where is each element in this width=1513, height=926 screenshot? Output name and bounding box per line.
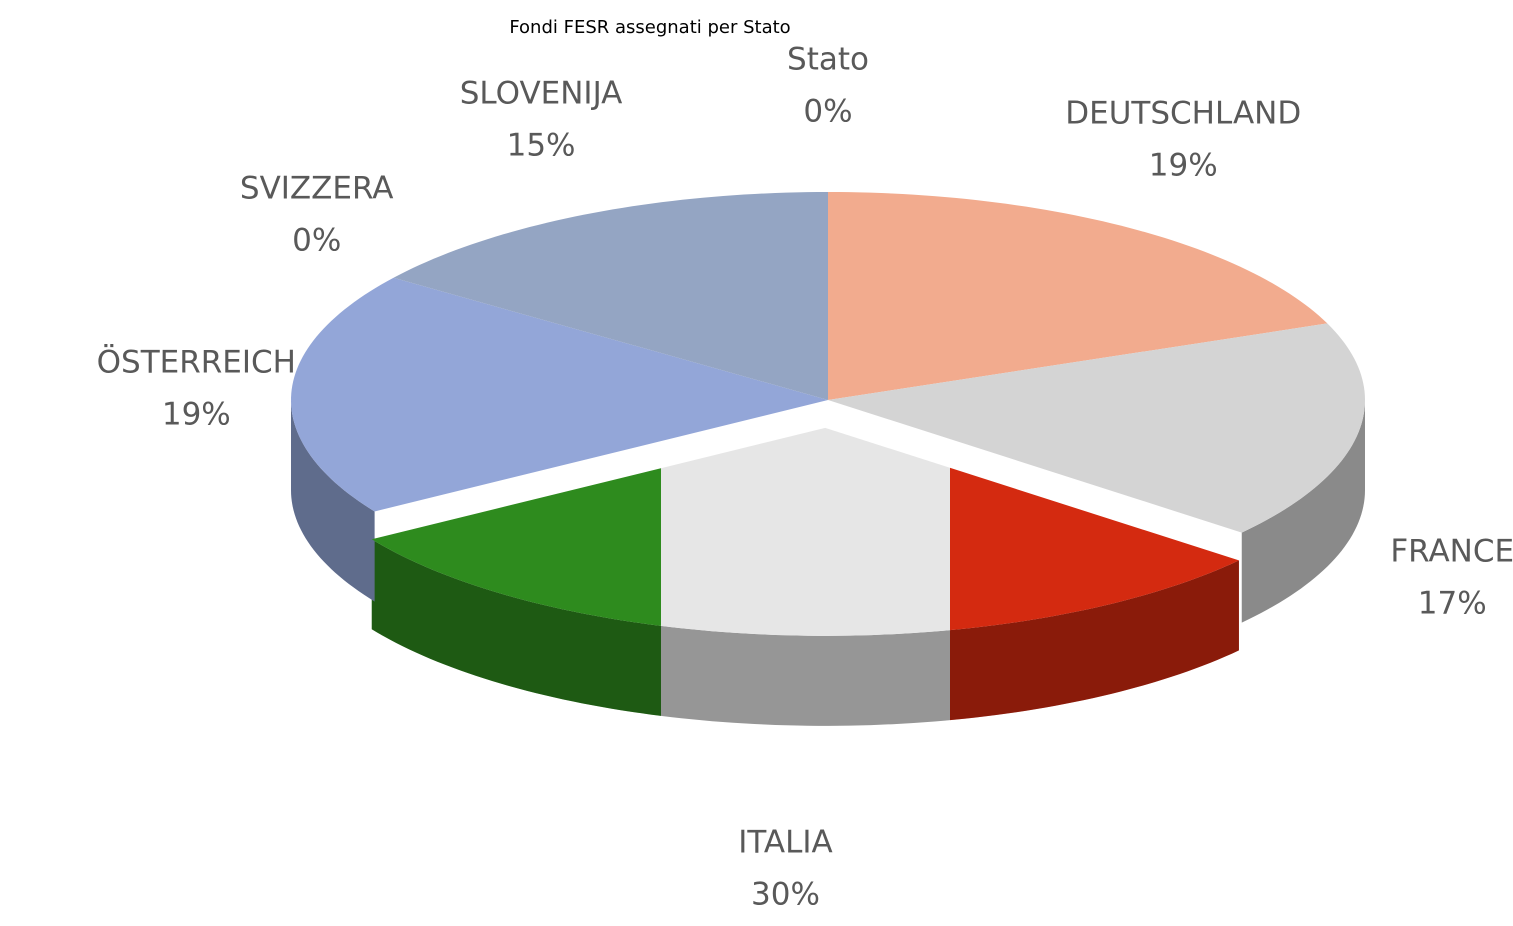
slice-label: ÖSTERREICH bbox=[97, 344, 296, 381]
slice-value-label: 17% bbox=[1418, 585, 1487, 621]
slice-value-label: 0% bbox=[292, 223, 341, 259]
chart-title: Fondi FESR assegnati per Stato bbox=[509, 17, 790, 38]
slice-value-label: 15% bbox=[507, 128, 576, 164]
slice-label: Stato bbox=[787, 42, 869, 78]
slice-value-label: 0% bbox=[803, 94, 852, 130]
slice-label: DEUTSCHLAND bbox=[1065, 96, 1301, 132]
slice-label: FRANCE bbox=[1390, 533, 1513, 569]
slice-value-label: 19% bbox=[162, 397, 231, 433]
slice-label: SLOVENIJA bbox=[460, 76, 623, 112]
slice-label: ITALIA bbox=[738, 825, 833, 861]
slice-value-label: 30% bbox=[751, 877, 820, 913]
slice-value-label: 19% bbox=[1149, 148, 1218, 184]
slice-label: SVIZZERA bbox=[240, 171, 394, 207]
